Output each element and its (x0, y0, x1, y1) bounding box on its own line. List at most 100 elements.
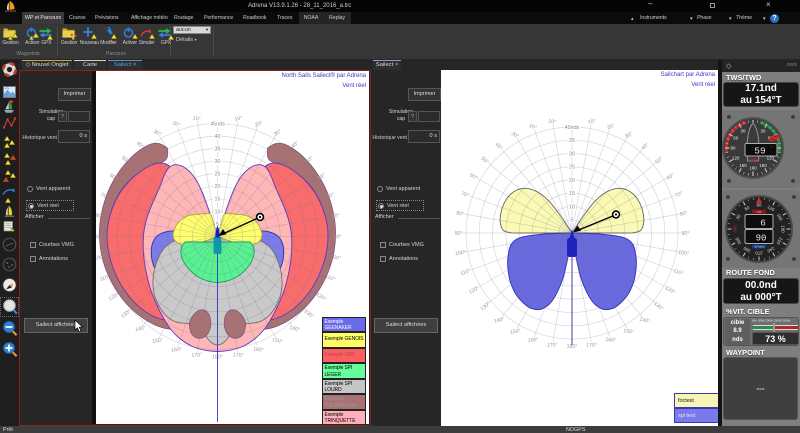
svg-text:80°: 80° (456, 210, 465, 217)
svg-text:cap: cap (757, 210, 762, 214)
svg-text:100°: 100° (455, 250, 467, 258)
svg-text:10: 10 (215, 209, 221, 215)
svg-text:20°: 20° (171, 120, 180, 128)
svg-text:90°: 90° (455, 231, 463, 237)
svg-text:120: 120 (767, 204, 776, 212)
svg-text:6: 6 (760, 219, 765, 229)
svg-text:90: 90 (756, 234, 767, 244)
svg-text:60: 60 (744, 205, 751, 212)
svg-text:15: 15 (215, 197, 221, 203)
svg-text:15: 15 (569, 191, 575, 197)
svg-text:40°: 40° (135, 140, 145, 150)
svg-text:130°: 130° (480, 301, 492, 312)
svg-text:5: 5 (216, 222, 219, 228)
svg-text:170°: 170° (191, 352, 202, 359)
svg-text:270: 270 (755, 250, 763, 255)
svg-text:40: 40 (215, 134, 221, 140)
svg-text:30°: 30° (152, 129, 162, 138)
svg-text:110°: 110° (672, 268, 684, 277)
svg-text:30°: 30° (624, 131, 634, 140)
svg-text:90: 90 (757, 203, 762, 208)
svg-text:140°: 140° (289, 325, 301, 333)
svg-text:40nds: 40nds (565, 125, 580, 131)
svg-text:10: 10 (569, 204, 575, 210)
svg-text:20: 20 (215, 184, 221, 190)
svg-text:40°: 40° (494, 142, 504, 152)
svg-text:60°: 60° (468, 172, 478, 181)
svg-text:TWA: TWA (748, 158, 757, 163)
svg-text:90: 90 (731, 146, 736, 151)
svg-text:vit.fond: vit.fond (754, 245, 764, 249)
svg-text:330: 330 (734, 236, 742, 245)
svg-text:60°: 60° (666, 172, 676, 181)
svg-text:80°: 80° (96, 213, 104, 220)
svg-text:25: 25 (569, 165, 575, 171)
svg-text:90°: 90° (96, 234, 101, 240)
svg-text:70°: 70° (460, 191, 469, 199)
svg-text:130°: 130° (120, 309, 132, 320)
svg-text:80°: 80° (679, 210, 688, 217)
svg-text:150°: 150° (272, 337, 284, 345)
svg-text:170°: 170° (547, 342, 558, 349)
svg-text:160°: 160° (171, 347, 182, 354)
svg-text:30: 30 (761, 128, 766, 133)
svg-text:160°: 160° (253, 347, 264, 354)
svg-text:170°: 170° (586, 342, 597, 349)
svg-text:160°: 160° (605, 337, 616, 344)
svg-text:50°: 50° (654, 156, 664, 166)
svg-text:30°: 30° (273, 129, 283, 138)
svg-text:30: 30 (741, 128, 746, 133)
svg-text:°: ° (771, 146, 773, 150)
svg-text:90°: 90° (681, 231, 689, 237)
svg-text:300: 300 (742, 245, 751, 253)
svg-text:5: 5 (571, 218, 574, 224)
svg-text:80°: 80° (331, 213, 340, 220)
svg-text:70°: 70° (100, 192, 109, 200)
svg-text:35: 35 (215, 147, 221, 153)
svg-text:40°: 40° (290, 140, 300, 150)
svg-text:110°: 110° (99, 274, 111, 283)
svg-text:120: 120 (767, 156, 775, 161)
svg-text:30: 30 (735, 213, 742, 220)
svg-text:100°: 100° (330, 254, 342, 262)
svg-text:140°: 140° (639, 317, 651, 325)
svg-text:25: 25 (215, 172, 221, 178)
svg-text:180°: 180° (567, 344, 578, 350)
svg-text:150°: 150° (510, 328, 522, 336)
svg-text:130°: 130° (303, 309, 315, 320)
svg-text:20: 20 (569, 178, 575, 184)
svg-text:140°: 140° (135, 325, 147, 333)
svg-text:10°: 10° (192, 115, 201, 122)
svg-text:100°: 100° (96, 254, 105, 262)
svg-text:70°: 70° (326, 192, 335, 200)
svg-text:20°: 20° (254, 120, 263, 128)
svg-text:210: 210 (775, 237, 783, 246)
svg-text:150°: 150° (623, 328, 635, 336)
svg-text:130°: 130° (652, 301, 664, 312)
svg-text:50°: 50° (480, 156, 490, 166)
svg-text:40°: 40° (640, 142, 650, 152)
svg-text:160°: 160° (528, 337, 539, 344)
svg-text:30°: 30° (510, 131, 520, 140)
svg-text:150: 150 (776, 213, 784, 222)
svg-text:120: 120 (732, 156, 740, 161)
svg-text:60: 60 (733, 136, 738, 141)
svg-text:180: 180 (780, 225, 785, 233)
svg-text:30: 30 (569, 151, 575, 157)
svg-text:120°: 120° (108, 292, 120, 303)
svg-text:100°: 100° (678, 250, 690, 258)
svg-text:60°: 60° (317, 173, 327, 182)
svg-text:70°: 70° (674, 191, 683, 199)
svg-text:59: 59 (754, 146, 766, 157)
svg-text:30: 30 (215, 159, 221, 165)
svg-text:90°: 90° (334, 234, 342, 240)
svg-text:120°: 120° (664, 285, 676, 296)
svg-text:360: 360 (733, 225, 738, 233)
svg-text:180: 180 (749, 166, 757, 171)
svg-text:140°: 140° (493, 317, 505, 325)
svg-text:20°: 20° (528, 123, 537, 131)
svg-text:60°: 60° (108, 173, 118, 182)
svg-text:50°: 50° (305, 155, 315, 165)
svg-text:45nds: 45nds (210, 121, 225, 127)
svg-text:50°: 50° (120, 155, 130, 165)
